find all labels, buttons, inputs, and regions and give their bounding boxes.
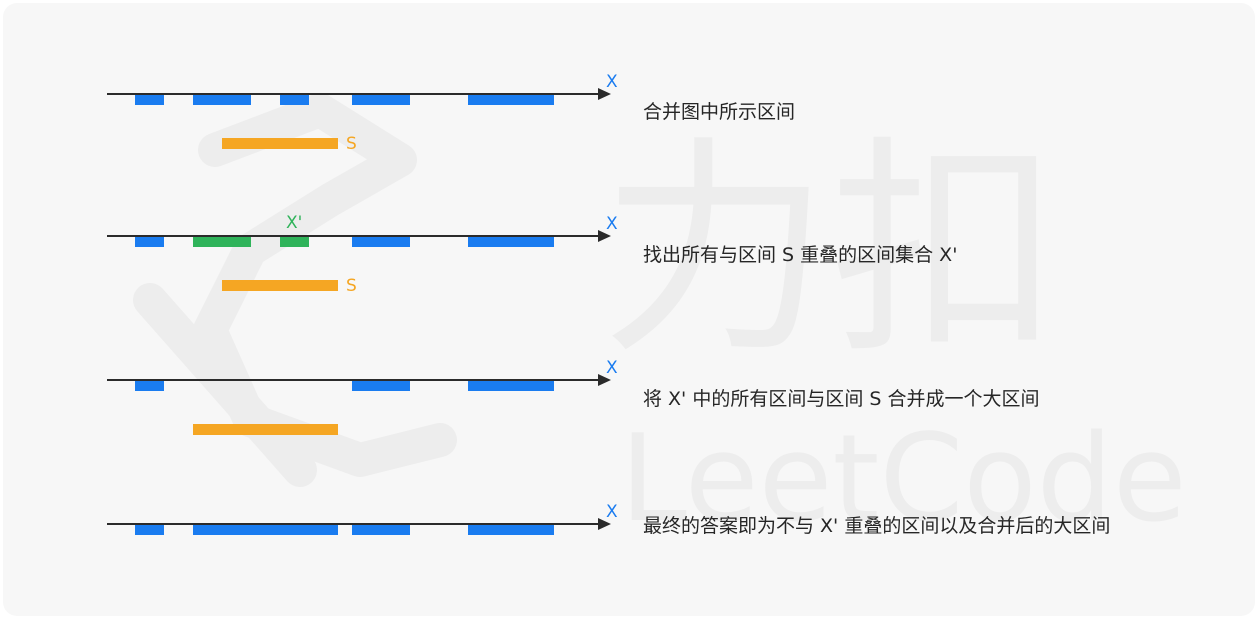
x-axis-arrow-icon xyxy=(598,88,611,100)
interval-bar xyxy=(135,381,164,391)
leetcode-watermark: 力扣 LeetCode xyxy=(133,93,1187,549)
interval-bar xyxy=(135,525,164,535)
merged-result-interval-bar xyxy=(193,525,338,535)
step-3-row: X xyxy=(107,358,618,435)
step-4-row: X xyxy=(107,502,618,535)
x-axis-label: X xyxy=(606,214,618,234)
new-interval-s-label: S xyxy=(346,134,357,154)
x-axis-arrow-icon xyxy=(598,374,611,386)
interval-bar xyxy=(352,95,410,105)
step-3-caption: 将 X' 中的所有区间与区间 S 合并成一个大区间 xyxy=(643,388,1040,410)
overlap-interval-bar xyxy=(193,237,251,247)
x-axis-label: X xyxy=(606,502,618,522)
x-axis-arrow-icon xyxy=(598,230,611,242)
interval-bar xyxy=(193,95,251,105)
watermark-logo-text: 力扣 xyxy=(600,118,1060,385)
step-4-caption: 最终的答案即为不与 X' 重叠的区间以及合并后的大区间 xyxy=(643,515,1111,537)
interval-bar xyxy=(135,237,164,247)
new-interval-s-label: S xyxy=(346,276,357,296)
new-interval-s-bar xyxy=(222,280,338,291)
x-axis-label: X xyxy=(606,72,618,92)
watermark-leetcode-text: LeetCode xyxy=(620,410,1187,549)
interval-bar xyxy=(468,95,554,105)
x-axis-label: X xyxy=(606,358,618,378)
new-interval-s-bar xyxy=(222,138,338,149)
x-axis-arrow-icon xyxy=(598,518,611,530)
interval-bar xyxy=(468,381,554,391)
merged-interval-bar xyxy=(193,424,338,435)
interval-bar xyxy=(352,525,410,535)
interval-bar xyxy=(352,381,410,391)
interval-bar xyxy=(352,237,410,247)
interval-bar xyxy=(468,525,554,535)
overlap-set-label: X' xyxy=(286,213,302,233)
overlap-interval-bar xyxy=(280,237,309,247)
interval-bar xyxy=(468,237,554,247)
step-1-row: X S xyxy=(107,72,618,154)
step-2-row: X X' S xyxy=(107,213,618,296)
interval-bar xyxy=(135,95,164,105)
step-2-caption: 找出所有与区间 S 重叠的区间集合 X' xyxy=(643,244,958,266)
step-1-caption: 合并图中所示区间 xyxy=(643,101,796,123)
interval-bar xyxy=(280,95,309,105)
